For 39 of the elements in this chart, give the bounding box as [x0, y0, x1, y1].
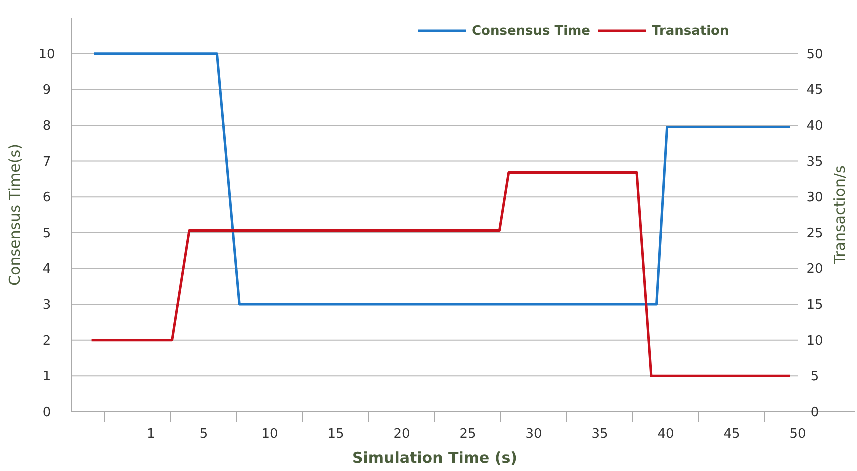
x-tick-label: 25 — [460, 427, 476, 442]
legend-label: Transation — [652, 24, 730, 39]
x-tick-label: 20 — [394, 427, 410, 442]
x-tick-label: 50 — [790, 427, 806, 442]
y-tick-label: 9 — [42, 83, 52, 98]
y2-tick-label: 0 — [810, 406, 820, 420]
y2-tick-label: 35 — [806, 154, 824, 170]
y2-tick-label: 20 — [806, 262, 824, 278]
y2-tick-label: 15 — [806, 298, 824, 314]
y2-tick-label: 10 — [806, 334, 824, 349]
y2-tick-label: 30 — [806, 190, 824, 206]
y2-axis-title: Transaction/s — [831, 165, 849, 266]
y2-tick-label: 40 — [806, 118, 824, 134]
x-tick-label: 35 — [592, 427, 608, 442]
y-tick-label: 6 — [42, 190, 52, 206]
y-tick-label: 8 — [42, 118, 52, 134]
y-tick-label: 3 — [42, 298, 52, 314]
y-tick-label: 7 — [42, 154, 52, 170]
y-tick-label: 4 — [42, 262, 52, 278]
y-tick-label: 2 — [42, 334, 52, 349]
x-axis-title: Simulation Time (s) — [352, 449, 518, 467]
y-tick-label: 1 — [42, 370, 52, 385]
x-tick-label: 1 — [147, 427, 156, 442]
y2-tick-label: 45 — [806, 83, 824, 98]
x-tick-label: 30 — [526, 427, 542, 442]
y-tick-label: 0 — [42, 406, 52, 420]
x-tick-label: 40 — [658, 427, 674, 442]
x-tick-label: 5 — [200, 427, 208, 442]
x-tick-label: 45 — [724, 427, 740, 442]
legend-label: Consensus Time — [472, 24, 591, 39]
y-tick-label: 5 — [42, 226, 52, 242]
y-tick-label: 10 — [38, 47, 56, 62]
y2-tick-label: 5 — [810, 370, 820, 385]
y-axis-title: Consensus Time(s) — [6, 144, 24, 286]
x-tick-label: 15 — [328, 427, 344, 442]
line-series — [90, 171, 792, 378]
y2-tick-label: 50 — [806, 47, 824, 62]
x-tick-label: 10 — [262, 427, 278, 442]
y2-tick-label: 25 — [806, 226, 824, 242]
